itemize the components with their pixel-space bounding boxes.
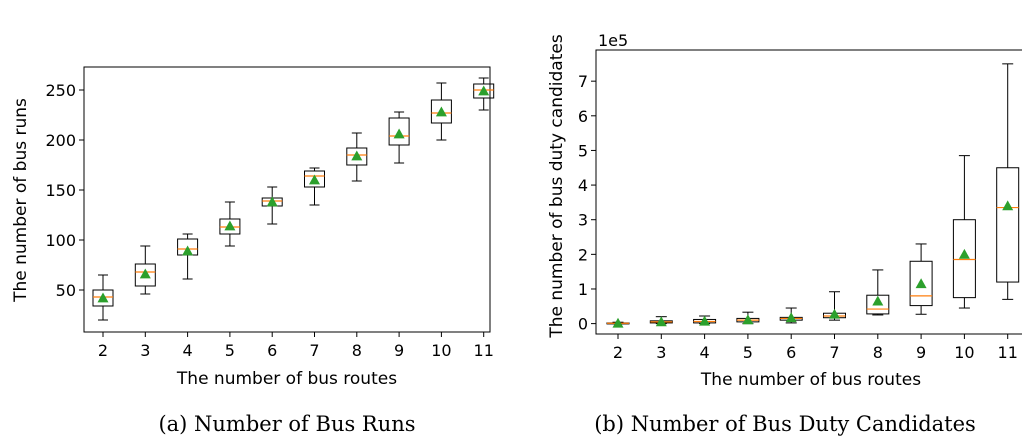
chart-a-box-5 [219, 201, 241, 247]
chart-b-box-9 [909, 243, 933, 315]
chart-b: 0 1 2 3 4 5 6 7 2 3 4 5 6 7 8 9 10 11 1e5 The number of b… [547, 31, 1022, 436]
chart-b-x-axis-label: The number of bus routes [700, 370, 921, 390]
chart-b-plot-area [595, 49, 1022, 335]
chart-a: 50 100 150 200 250 2 3 4 5 6 7 8 9 10 11 The number of… [11, 66, 495, 436]
mean-marker [139, 268, 151, 279]
chart-a-x-tick-label: 2 [98, 341, 108, 360]
box-iqr [346, 147, 368, 166]
chart-b-y-tick-label: 6 [578, 107, 588, 126]
chart-b-box-4 [693, 315, 717, 326]
chart-b-x-tick-label: 11 [998, 343, 1018, 362]
chart-b-y-tick-label: 0 [578, 315, 588, 334]
mean-marker [785, 312, 797, 323]
box-iqr [304, 170, 325, 188]
chart-a-box-2 [92, 274, 114, 321]
box-iqr [952, 219, 976, 299]
box-iqr [134, 263, 156, 287]
box-iqr [909, 260, 933, 307]
chart-b-box-5 [736, 311, 760, 325]
chart-a-y-tick-label: 50 [56, 281, 76, 300]
chart-a-y-tick-label: 100 [45, 231, 76, 250]
mean-marker [266, 196, 278, 207]
chart-a-x-tick-label: 7 [309, 341, 319, 360]
box-iqr [473, 83, 495, 99]
chart-a-x-tick-label: 8 [352, 341, 362, 360]
chart-a-box-3 [134, 245, 156, 295]
chart-b-x-tick-label: 6 [786, 343, 796, 362]
mean-marker [478, 85, 490, 96]
chart-b-x-tick-label: 8 [873, 343, 883, 362]
chart-b-y-tick-label: 5 [578, 141, 588, 160]
chart-b-x-tick-label: 4 [700, 343, 710, 362]
chart-a-box-11 [473, 77, 495, 111]
chart-a-box-6 [261, 186, 283, 225]
chart-a-x-tick-label: 9 [394, 341, 404, 360]
chart-a-x-tick-label: 3 [140, 341, 150, 360]
box-iqr [866, 294, 890, 315]
chart-b-x-tick-label: 9 [916, 343, 926, 362]
mean-marker [224, 220, 236, 231]
chart-b-y-tick-label: 7 [578, 72, 588, 91]
chart-b-box-8 [866, 269, 890, 316]
chart-b-offset-text: 1e5 [598, 31, 628, 50]
box-iqr [430, 99, 452, 124]
chart-b-x-tick-label: 10 [954, 343, 974, 362]
chart-b-y-tick-label: 4 [578, 176, 588, 195]
chart-a-box-8 [346, 132, 368, 182]
mean-marker [742, 314, 754, 325]
chart-a-box-4 [177, 233, 199, 280]
chart-a-x-tick-label: 10 [431, 341, 451, 360]
chart-a-x-tick-label: 4 [183, 341, 193, 360]
box-iqr [388, 117, 410, 146]
chart-b-box-3 [649, 316, 673, 327]
chart-b-caption: (b) Number of Bus Duty Candidates [594, 412, 976, 436]
chart-b-box-7 [823, 291, 846, 321]
mean-marker [351, 150, 363, 161]
chart-b-box-10 [952, 155, 976, 309]
chart-a-y-tick-label: 200 [45, 131, 76, 150]
mean-marker [958, 248, 970, 259]
chart-a-box-10 [430, 82, 452, 141]
chart-a-y-axis-label: The number of bus runs [11, 98, 31, 303]
chart-b-y-tick-label: 3 [578, 211, 588, 230]
chart-a-box-7 [304, 167, 325, 206]
chart-b-x-tick-label: 7 [829, 343, 839, 362]
chart-a-plot-area [83, 66, 491, 333]
chart-a-x-tick-label: 6 [267, 341, 277, 360]
chart-b-box-11 [996, 63, 1020, 300]
chart-b-x-tick-label: 3 [656, 343, 666, 362]
mean-marker [829, 308, 840, 319]
chart-a-x-tick-label: 11 [474, 341, 494, 360]
chart-b-y-tick-label: 2 [578, 245, 588, 264]
mean-marker [699, 315, 711, 326]
chart-a-x-axis-label: The number of bus routes [176, 369, 397, 389]
mean-marker [915, 278, 927, 289]
mean-marker [97, 292, 109, 303]
box-iqr [996, 167, 1020, 283]
mean-marker [655, 316, 667, 327]
mean-marker [393, 128, 405, 139]
chart-b-y-tick-label: 1 [578, 280, 588, 299]
chart-a-box-9 [388, 111, 410, 164]
chart-b-box-6 [779, 307, 803, 324]
mean-marker [1002, 200, 1014, 211]
chart-b-x-tick-label: 5 [743, 343, 753, 362]
chart-b-box-2 [606, 317, 630, 328]
box-iqr [92, 289, 114, 307]
chart-b-y-axis-label: The number of bus duty candidates [547, 34, 567, 338]
mean-marker [612, 317, 624, 328]
chart-a-caption: (a) Number of Bus Runs [158, 412, 415, 436]
chart-a-y-tick-label: 250 [45, 81, 76, 100]
mean-marker [435, 106, 447, 117]
chart-a-x-tick-label: 5 [225, 341, 235, 360]
chart-a-y-tick-label: 150 [45, 181, 76, 200]
chart-b-x-tick-label: 2 [613, 343, 623, 362]
mean-marker [309, 174, 320, 185]
mean-marker [182, 245, 194, 256]
mean-marker [872, 295, 884, 306]
